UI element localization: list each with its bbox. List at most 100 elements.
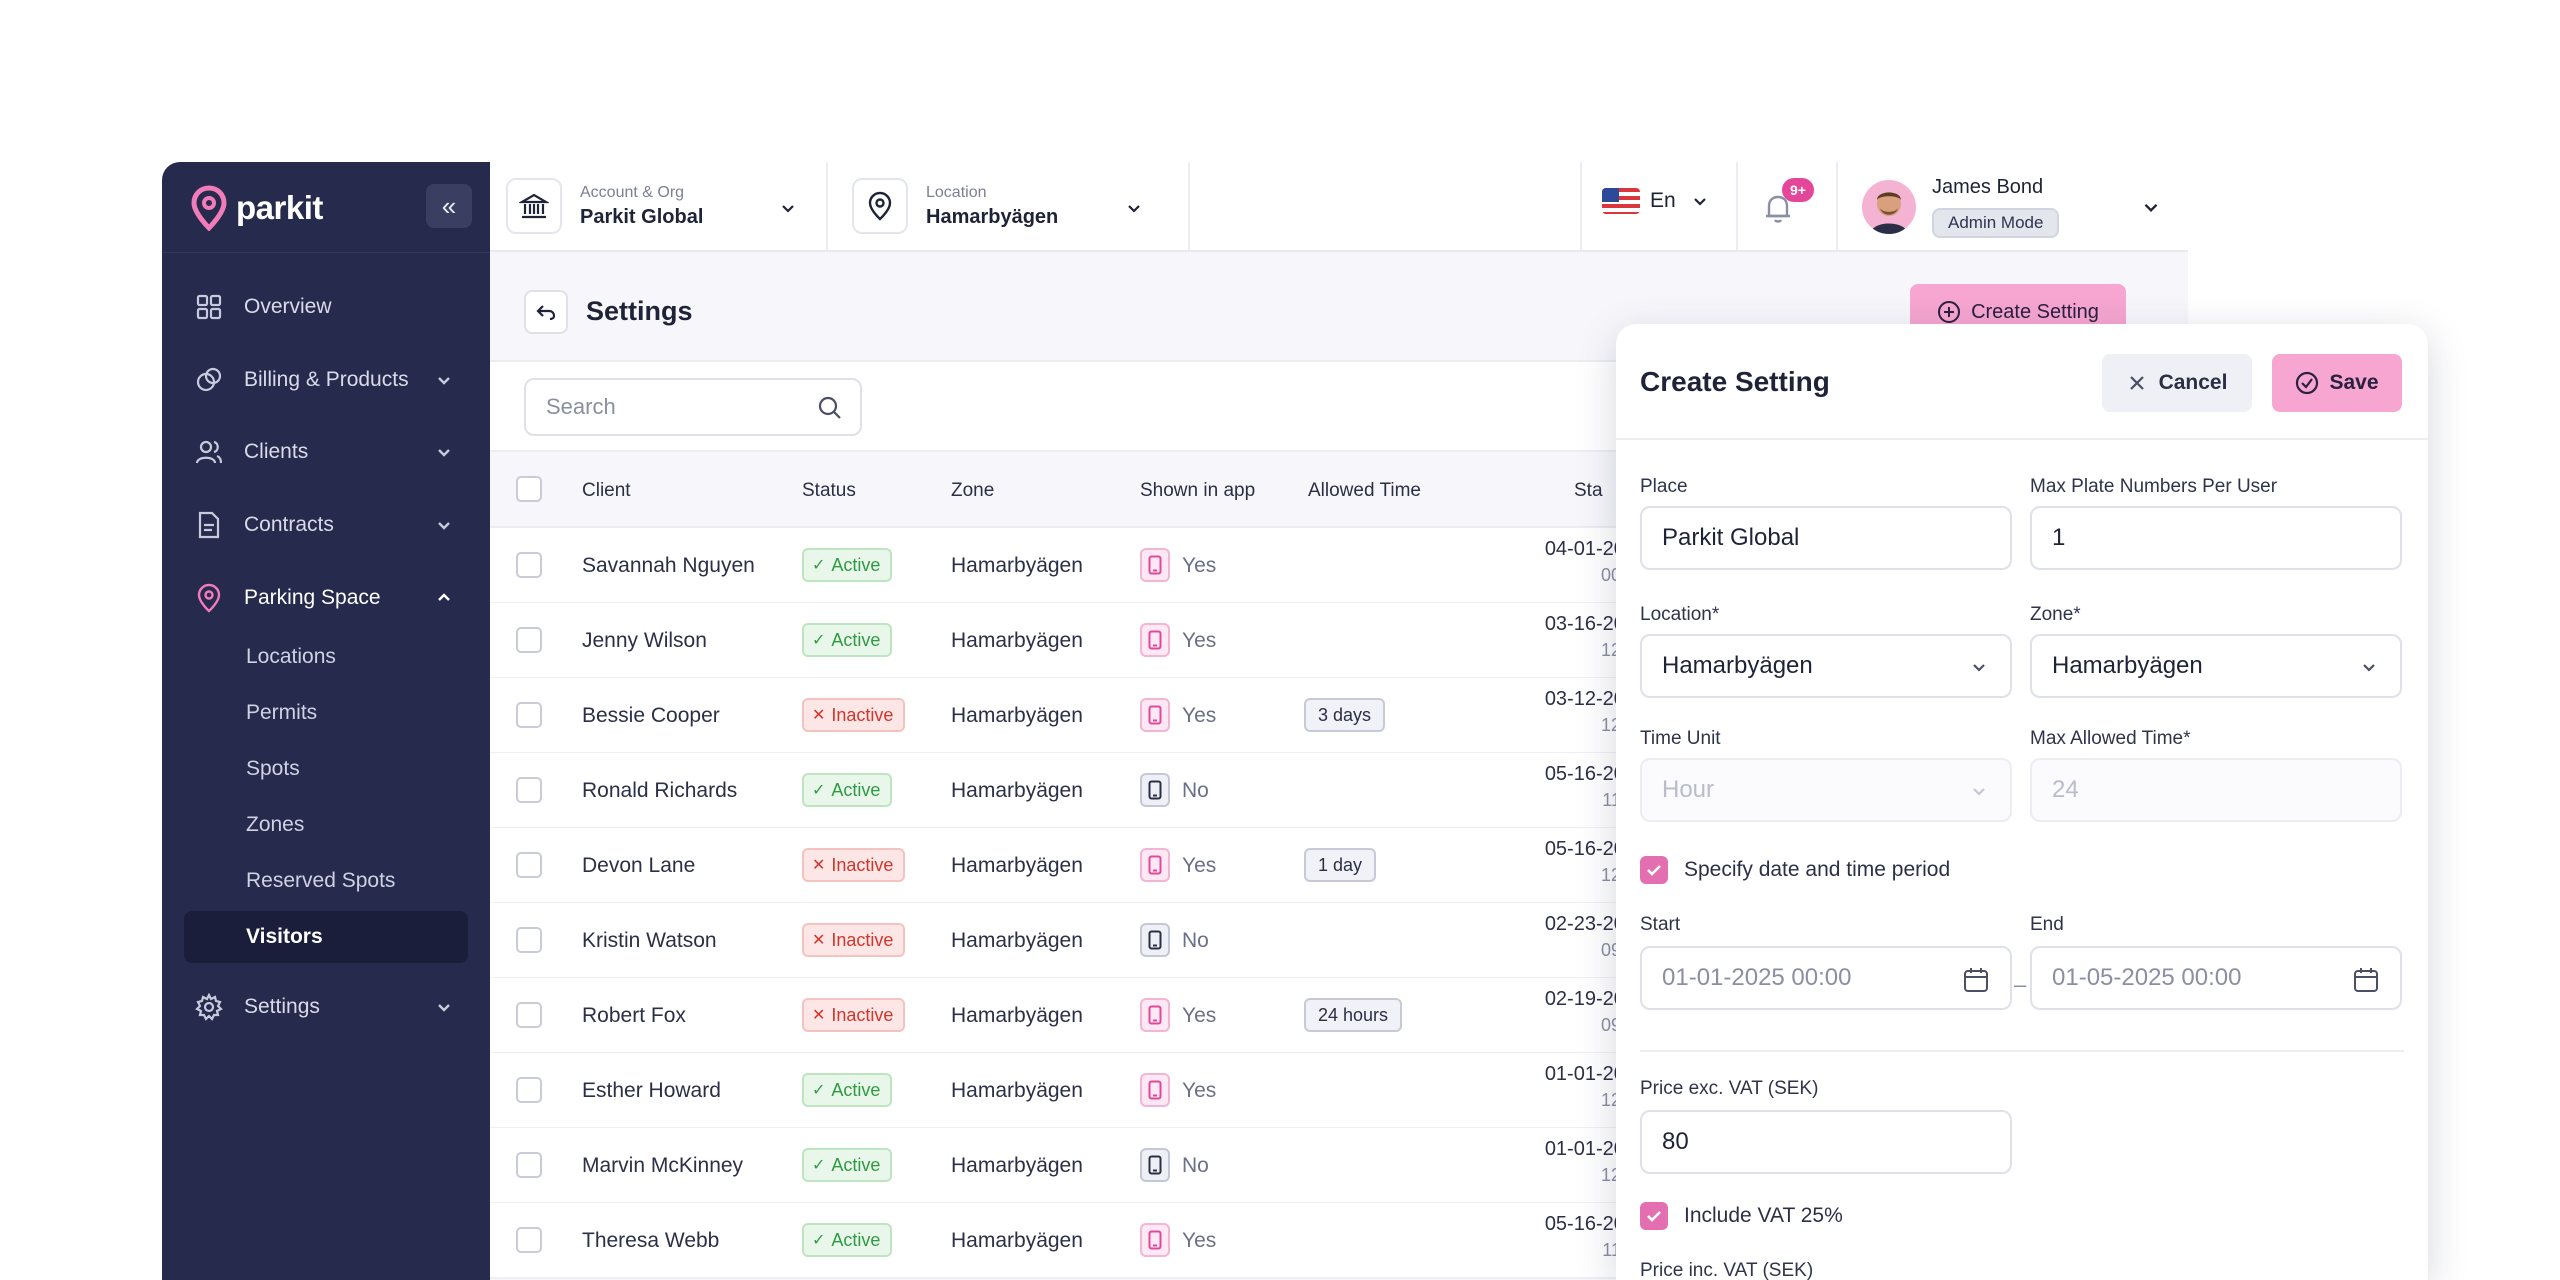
time-unit-select[interactable]: Hour [1640,758,2012,822]
header-client[interactable]: Client [582,480,631,501]
location-select[interactable]: Hamarbyägen [1640,634,2012,698]
sidebar-item-settings[interactable]: Settings [184,981,468,1033]
avatar[interactable] [1862,180,1916,234]
phone-icon [1140,773,1170,807]
row-checkbox[interactable] [516,627,542,653]
gear-icon [194,992,224,1022]
calendar-icon [2354,968,2378,992]
check-circle-icon: ✓ [812,782,826,799]
sidebar-item-billing[interactable]: Billing & Products [184,354,468,406]
shown-in-app-value: Yes [1182,1229,1217,1252]
row-checkbox[interactable] [516,1152,542,1178]
sidebar-subitem-locations[interactable]: Locations [246,645,336,668]
header-allowed-time[interactable]: Allowed Time [1308,480,1421,501]
row-checkbox[interactable] [516,1077,542,1103]
row-checkbox[interactable] [516,777,542,803]
user-menu-chevron-icon[interactable] [2140,196,2162,218]
row-checkbox[interactable] [516,552,542,578]
price-inc-label: Price inc. VAT (SEK) [1640,1260,1814,1280]
save-button[interactable]: Save [2272,354,2402,412]
start-date: 03-16-202 [1544,613,1636,635]
create-setting-drawer: Create Setting Cancel Save Place Parkit … [1616,324,2428,1280]
row-checkbox[interactable] [516,702,542,728]
zone-name: Hamarbyägen [951,1079,1083,1102]
phone-icon [1140,698,1170,732]
client-name: Devon Lane [582,854,696,877]
back-button[interactable] [524,290,568,334]
sidebar-item-clients[interactable]: Clients [184,426,468,478]
x-icon: ✕ [812,932,826,949]
row-checkbox[interactable] [516,1002,542,1028]
top-bar: Account & Org Parkit Global Location Ham… [490,162,2188,252]
language-selector[interactable]: En [1602,188,1710,214]
sidebar-item-parking-space[interactable]: Parking Space [184,572,468,624]
document-icon [194,510,224,540]
start-date-field[interactable]: 01-01-2025 00:00 [1640,946,2012,1010]
search-icon [818,396,841,419]
allowed-time-badge: 3 days [1304,698,1386,732]
specify-period-checkbox[interactable] [1640,856,1668,884]
brand-logo[interactable]: parkit [190,184,323,232]
price-exc-field[interactable]: 80 [1640,1110,2012,1174]
sidebar-subitem-zones[interactable]: Zones [246,813,305,836]
place-field[interactable]: Parkit Global [1640,506,2012,570]
header-start[interactable]: Sta [1574,480,1603,501]
coins-icon [194,365,224,395]
zone-name: Hamarbyägen [951,1004,1083,1027]
sidebar-subitem-reserved-spots[interactable]: Reserved Spots [246,869,396,892]
header-zone[interactable]: Zone [951,480,995,501]
zone-name: Hamarbyägen [951,1229,1083,1252]
row-checkbox[interactable] [516,852,542,878]
search-input[interactable] [546,394,806,420]
zone-select[interactable]: Hamarbyägen [2030,634,2402,698]
include-vat-label: Include VAT 25% [1684,1204,1843,1227]
end-date-field[interactable]: 01-05-2025 00:00 [2030,946,2402,1010]
include-vat-checkbox[interactable] [1640,1202,1668,1230]
max-allowed-field[interactable]: 24 [2030,758,2402,822]
header-status[interactable]: Status [802,480,856,501]
grid-icon [194,292,224,322]
phone-icon [1140,548,1170,582]
users-icon [194,437,224,467]
zone-name: Hamarbyägen [951,779,1083,802]
status-text: Inactive [831,1004,894,1025]
header-shown-in-app[interactable]: Shown in app [1140,480,1256,501]
client-name: Theresa Webb [582,1229,720,1252]
account-org-selector[interactable]: Account & Org Parkit Global [506,162,814,250]
max-plate-field[interactable]: 1 [2030,506,2402,570]
start-date: 02-23-202 [1544,913,1636,935]
map-pin-icon [852,178,908,234]
row-checkbox[interactable] [516,927,542,953]
bell-icon[interactable] [1760,190,1796,226]
shown-in-app-value: Yes [1182,629,1217,652]
shown-in-app-value: No [1182,1154,1209,1177]
status-badge: ✓ Active [802,548,893,582]
sidebar-subitem-spots[interactable]: Spots [246,757,300,780]
chevron-down-icon [1128,205,1140,213]
row-checkbox[interactable] [516,1227,542,1253]
phone-icon [1140,923,1170,957]
sidebar-item-label: Parking Space [244,586,381,609]
location-selector[interactable]: Location Hamarbyägen [852,162,1160,250]
chevron-down-icon [438,1004,450,1012]
notification-badge: 9+ [1782,178,1814,202]
client-name: Marvin McKinney [582,1154,744,1177]
select-all-checkbox[interactable] [516,476,542,502]
status-text: Inactive [831,704,894,725]
start-date: 05-16-202 [1544,763,1636,785]
chevron-down-icon [1973,788,1985,796]
sidebar-subitem-permits[interactable]: Permits [246,701,318,724]
sidebar-item-label: Overview [244,295,332,318]
status-badge: ✓ Active [802,773,893,807]
sidebar-subitem-visitors[interactable]: Visitors [184,911,468,963]
search-box[interactable] [524,378,862,436]
collapse-sidebar-button[interactable]: « [426,184,472,228]
checkmark-icon [1647,865,1661,876]
phone-icon [1140,623,1170,657]
shown-in-app-value: Yes [1182,1079,1217,1102]
sidebar-item-overview[interactable]: Overview [184,281,468,333]
client-name: Robert Fox [582,1004,686,1027]
sidebar-item-contracts[interactable]: Contracts [184,499,468,551]
specify-period-label: Specify date and time period [1684,858,1951,881]
cancel-button[interactable]: Cancel [2102,354,2252,412]
